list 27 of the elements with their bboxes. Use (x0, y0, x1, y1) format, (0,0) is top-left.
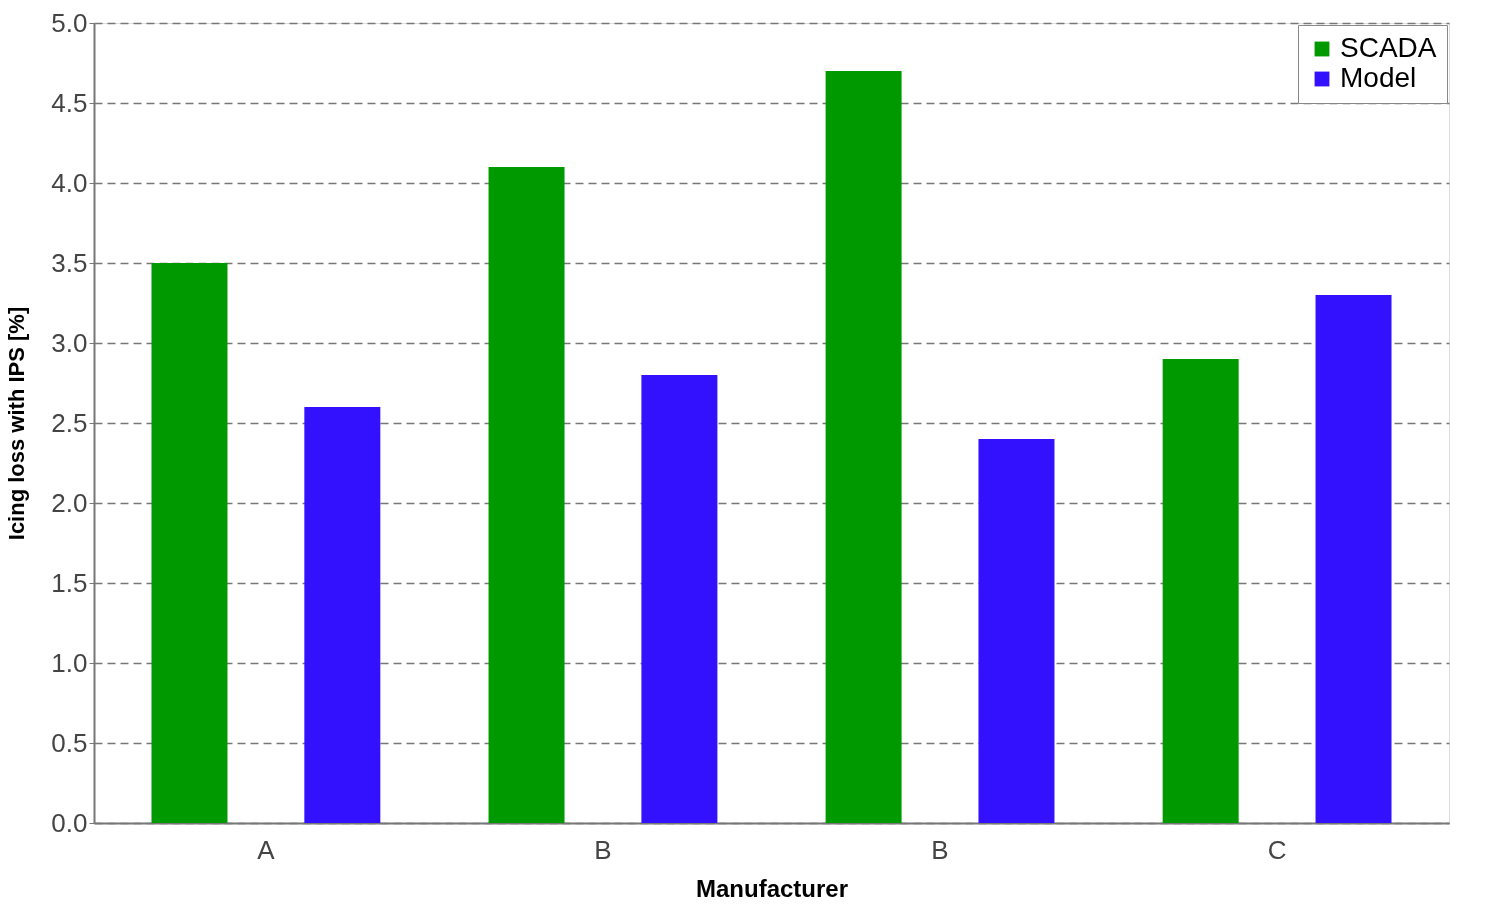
y-tick-label: 2.5 (51, 407, 88, 438)
y-tick-label: 3.0 (51, 327, 88, 358)
y-tick-label: 2.0 (51, 487, 88, 518)
bar (1162, 359, 1239, 823)
legend-label: Model (1340, 62, 1417, 93)
legend-label: SCADA (1340, 32, 1437, 63)
y-tick-label: 5.0 (51, 7, 88, 38)
bar (978, 439, 1055, 823)
y-tick-label: 4.0 (51, 167, 88, 198)
x-tick-label: B (931, 834, 949, 865)
x-tick-label: A (257, 834, 276, 865)
y-tick-label: 0.5 (51, 727, 88, 758)
y-tick-label: 4.5 (51, 87, 88, 118)
y-tick-label: 3.5 (51, 247, 88, 278)
y-tick-label: 0.0 (51, 807, 88, 838)
y-tick-label: 1.5 (51, 567, 88, 598)
x-tick-label: B (594, 834, 612, 865)
x-axis-title: Manufacturer (695, 874, 849, 902)
y-axis-title: Icing loss with IPS [%] (4, 306, 30, 541)
bar (825, 71, 902, 823)
bar (488, 167, 565, 823)
y-tick-label: 1.0 (51, 647, 88, 678)
x-tick-label: C (1267, 834, 1287, 865)
bar (641, 375, 718, 823)
bar (151, 263, 228, 823)
bar (1315, 295, 1392, 823)
bar (304, 407, 381, 823)
